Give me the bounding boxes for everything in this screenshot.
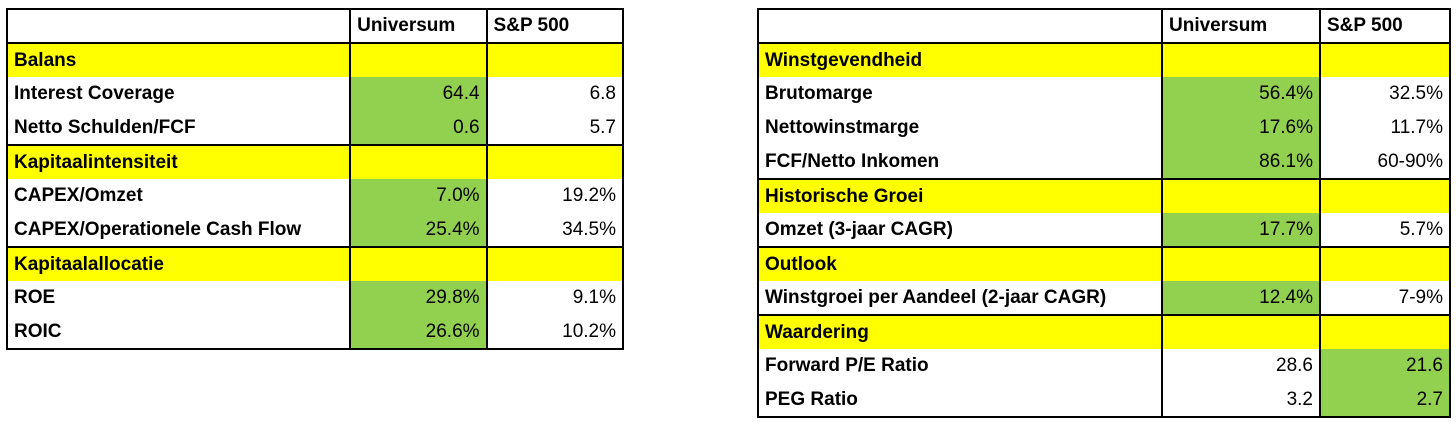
- right-universum-value: 3.2: [1161, 383, 1320, 417]
- left-table-body: Universum S&P 500 Balans Interest Coverag…: [7, 9, 623, 349]
- right-table-row: Nettowinstmarge 17.6% 11.7%: [758, 111, 1450, 145]
- left-universum-value: 25.4%: [349, 213, 487, 247]
- right-metric-label: Forward P/E Ratio: [765, 355, 929, 376]
- left-header-universum: Universum: [349, 9, 487, 44]
- left-metric-label: ROE: [14, 287, 56, 308]
- right-section-empty-cell: [1319, 246, 1450, 281]
- left-section-label: Kapitaalallocatie: [7, 246, 351, 281]
- left-table-row: Interest Coverage 64.4 6.8: [7, 77, 623, 111]
- right-sp500-value: 21.6: [1319, 349, 1450, 383]
- right-metrics-table: Universum S&P 500 Winstgevendheid Brutoma…: [757, 8, 1451, 418]
- right-table-row: FCF/Netto Inkomen 86.1% 60-90%: [758, 145, 1450, 179]
- left-section-empty-cell: [349, 246, 487, 281]
- right-sp500-value: 5.7%: [1319, 213, 1450, 247]
- right-section-label: Winstgevendheid: [758, 42, 1162, 77]
- right-universum-value: 12.4%: [1161, 281, 1320, 315]
- right-table-header-row: Universum S&P 500: [758, 9, 1450, 44]
- right-table-row: PEG Ratio 3.2 2.7: [758, 383, 1450, 417]
- left-universum-value: 7.0%: [349, 179, 487, 213]
- left-universum-value: 0.6: [349, 111, 487, 145]
- right-universum-value: 17.7%: [1161, 213, 1320, 247]
- right-section-empty-cell: [1161, 178, 1320, 213]
- right-sp500-value: 11.7%: [1319, 111, 1450, 145]
- right-universum-value: 17.6%: [1161, 111, 1320, 145]
- left-table-row: CAPEX/Omzet 7.0% 19.2%: [7, 179, 623, 213]
- right-universum-value: 86.1%: [1161, 145, 1320, 179]
- right-metric-label: FCF/Netto Inkomen: [765, 150, 940, 172]
- left-sp500-value: 6.8: [485, 77, 623, 111]
- left-universum-value: 64.4: [349, 77, 487, 111]
- left-section-label: Balans: [7, 42, 351, 77]
- left-table-header-row: Universum S&P 500: [7, 9, 623, 44]
- right-section-empty-cell: [1161, 42, 1320, 77]
- left-sp500-value: 5.7: [485, 111, 623, 145]
- left-metric-label: Interest Coverage: [14, 83, 175, 104]
- right-metric-label: Brutomarge: [765, 83, 873, 104]
- right-sp500-value: 60-90%: [1319, 145, 1450, 179]
- left-table-row: ROIC 26.6% 10.2%: [7, 315, 623, 349]
- left-header-sp500: S&P 500: [485, 9, 623, 44]
- left-section-empty-cell: [349, 144, 487, 179]
- left-metric-label: ROIC: [14, 320, 62, 342]
- left-metric-label: CAPEX/Omzet: [14, 185, 143, 206]
- right-metric-label: PEG Ratio: [765, 388, 858, 410]
- left-metrics-table: Universum S&P 500 Balans Interest Coverag…: [6, 8, 624, 350]
- right-sp500-value: 32.5%: [1319, 77, 1450, 111]
- left-section-empty-cell: [485, 42, 623, 77]
- right-section-label: Historische Groei: [758, 178, 1162, 213]
- left-section-empty-cell: [485, 144, 623, 179]
- right-metric-label: Nettowinstmarge: [765, 117, 920, 138]
- right-universum-value: 28.6: [1161, 349, 1320, 383]
- left-sp500-value: 9.1%: [485, 281, 623, 315]
- right-section-empty-cell: [1161, 314, 1320, 349]
- left-table-row: Netto Schulden/FCF 0.6 5.7: [7, 111, 623, 145]
- left-section-row: Kapitaalintensiteit: [7, 144, 623, 179]
- left-sp500-value: 10.2%: [485, 315, 623, 349]
- left-sp500-value: 19.2%: [485, 179, 623, 213]
- left-table-row: ROE 29.8% 9.1%: [7, 281, 623, 315]
- right-table-row: Brutomarge 56.4% 32.5%: [758, 77, 1450, 111]
- left-sp500-value: 34.5%: [485, 213, 623, 247]
- left-section-row: Kapitaalallocatie: [7, 246, 623, 281]
- left-header-metric: [7, 9, 351, 44]
- right-universum-value: 56.4%: [1161, 77, 1320, 111]
- left-section-label: Kapitaalintensiteit: [7, 144, 351, 179]
- right-section-label: Outlook: [758, 246, 1162, 281]
- left-metric-label: Netto Schulden/FCF: [14, 116, 196, 138]
- left-universum-value: 26.6%: [349, 315, 487, 349]
- right-section-row: Historische Groei: [758, 178, 1450, 213]
- right-section-row: Outlook: [758, 246, 1450, 281]
- right-section-empty-cell: [1319, 178, 1450, 213]
- left-section-empty-cell: [349, 42, 487, 77]
- right-section-empty-cell: [1319, 314, 1450, 349]
- left-section-empty-cell: [485, 246, 623, 281]
- right-sp500-value: 2.7: [1319, 383, 1450, 417]
- right-section-empty-cell: [1161, 246, 1320, 281]
- right-table-body: Universum S&P 500 Winstgevendheid Brutoma…: [758, 9, 1450, 417]
- right-header-sp500: S&P 500: [1319, 9, 1450, 44]
- right-header-metric: [758, 9, 1162, 44]
- left-universum-value: 29.8%: [349, 281, 487, 315]
- right-metric-label: Omzet (3-jaar CAGR): [765, 218, 953, 240]
- left-table-row: CAPEX/Operationele Cash Flow 25.4% 34.5%: [7, 213, 623, 247]
- right-header-universum: Universum: [1161, 9, 1320, 44]
- right-section-row: Winstgevendheid: [758, 42, 1450, 77]
- right-section-row: Waardering: [758, 314, 1450, 349]
- right-table-row: Forward P/E Ratio 28.6 21.6: [758, 349, 1450, 383]
- right-section-empty-cell: [1319, 42, 1450, 77]
- right-table-row: Omzet (3-jaar CAGR) 17.7% 5.7%: [758, 213, 1450, 247]
- left-section-row: Balans: [7, 42, 623, 77]
- right-table-row: Winstgroei per Aandeel (2-jaar CAGR) 12.4…: [758, 281, 1450, 315]
- left-metric-label: CAPEX/Operationele Cash Flow: [14, 218, 302, 240]
- right-section-label: Waardering: [758, 314, 1162, 349]
- right-metric-label: Winstgroei per Aandeel (2-jaar CAGR): [765, 286, 1107, 308]
- right-sp500-value: 7-9%: [1319, 281, 1450, 315]
